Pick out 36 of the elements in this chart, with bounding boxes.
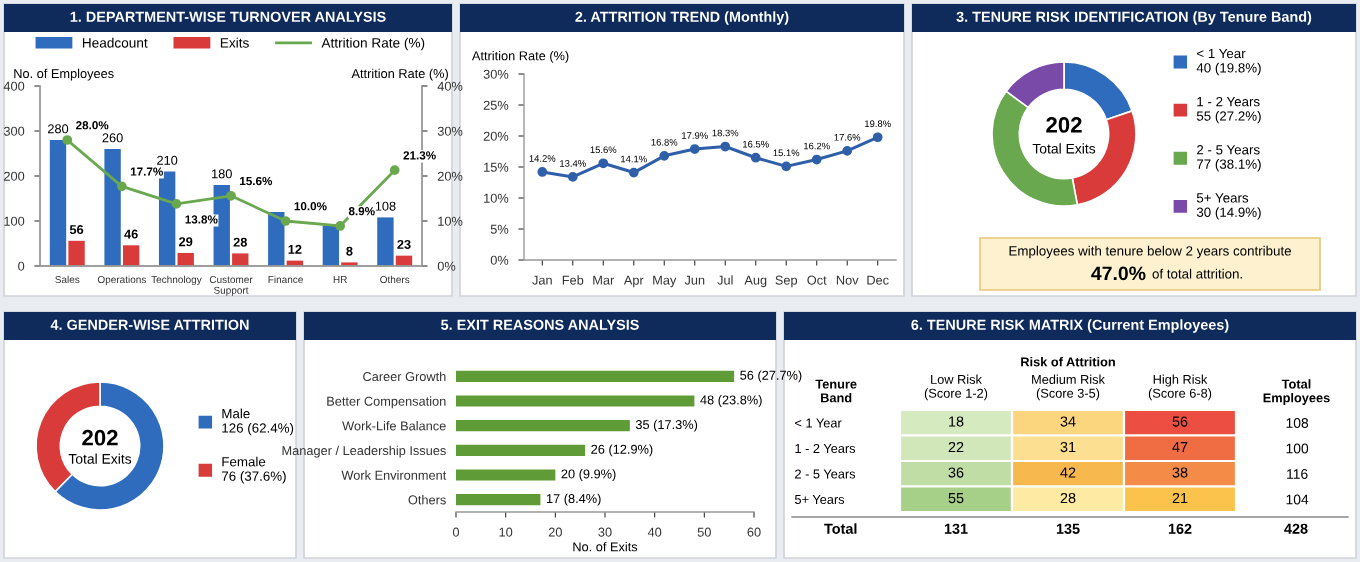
point — [598, 158, 609, 169]
bar — [456, 469, 556, 481]
bar — [322, 225, 340, 266]
point — [567, 172, 578, 182]
bar — [104, 149, 121, 266]
bar — [456, 420, 630, 432]
point — [811, 154, 822, 165]
bar — [177, 252, 194, 266]
point — [389, 165, 400, 176]
bar — [232, 253, 249, 266]
bar — [456, 370, 735, 382]
bar — [49, 140, 67, 266]
bar — [68, 240, 85, 266]
bar — [377, 217, 394, 266]
text: 202 — [1046, 117, 1082, 133]
bar — [456, 395, 695, 407]
bar — [456, 494, 541, 506]
point — [628, 167, 639, 178]
text: 202 — [82, 429, 118, 446]
point — [537, 167, 548, 177]
point — [226, 190, 236, 201]
point — [720, 141, 731, 152]
point — [335, 221, 345, 231]
point — [872, 132, 883, 143]
text: 47.0% — [1091, 266, 1146, 281]
point — [280, 216, 291, 226]
point — [781, 161, 792, 172]
point — [171, 199, 182, 209]
bar — [456, 444, 586, 456]
point — [750, 152, 761, 163]
point — [117, 181, 127, 192]
point — [842, 146, 853, 156]
point — [659, 150, 670, 161]
point — [62, 135, 73, 145]
point — [689, 144, 700, 154]
bar — [122, 245, 140, 266]
